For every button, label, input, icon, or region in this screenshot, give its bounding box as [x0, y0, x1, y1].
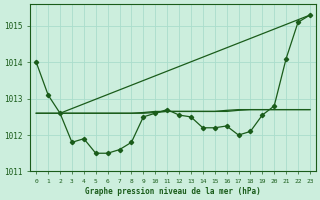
X-axis label: Graphe pression niveau de la mer (hPa): Graphe pression niveau de la mer (hPa)	[85, 187, 261, 196]
